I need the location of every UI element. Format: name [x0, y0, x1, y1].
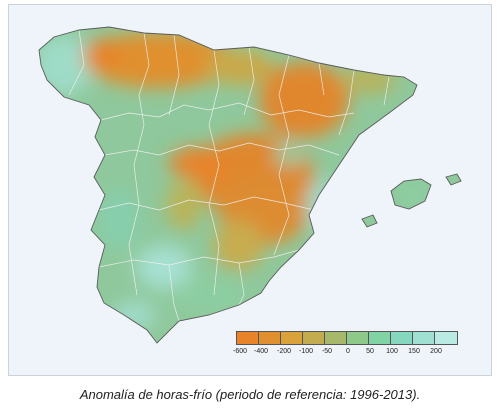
color-legend: -600 -400 -200 -100 -50 0 50 100 150 200	[232, 331, 462, 361]
legend-label: -600	[232, 348, 248, 355]
legend-swatch	[302, 331, 326, 345]
legend-label: -100	[298, 348, 314, 355]
legend-swatch	[434, 331, 458, 345]
legend-label: -200	[276, 348, 292, 355]
legend-swatch	[280, 331, 304, 345]
legend-swatch	[258, 331, 282, 345]
spain-anomaly-map	[38, 26, 462, 344]
legend-label: -50	[321, 348, 333, 355]
legend-swatch	[324, 331, 348, 345]
legend-label: 0	[346, 348, 350, 355]
legend-swatch	[368, 331, 392, 345]
legend-swatch	[236, 331, 260, 345]
map-caption: Anomalía de horas-frío (periodo de refer…	[79, 387, 421, 402]
legend-label: -400	[253, 348, 269, 355]
legend-label: 100	[386, 348, 398, 355]
legend-swatch	[390, 331, 414, 345]
map-frame	[8, 4, 492, 376]
legend-label: 200	[430, 348, 442, 355]
legend-swatch	[412, 331, 436, 345]
legend-label: 50	[366, 348, 374, 355]
legend-label: 150	[408, 348, 420, 355]
legend-swatch	[346, 331, 370, 345]
